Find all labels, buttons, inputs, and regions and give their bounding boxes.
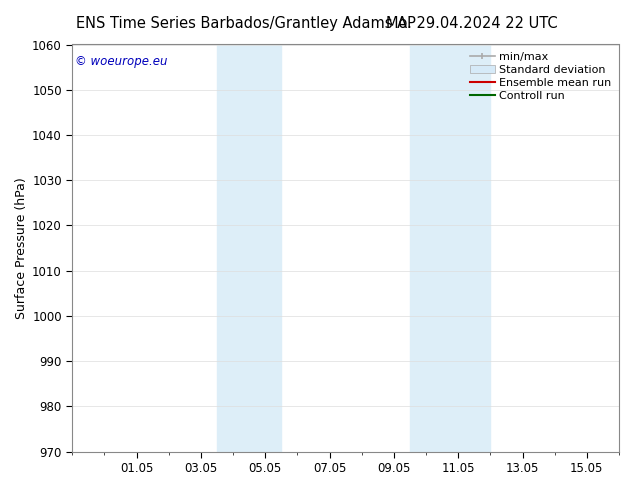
Text: ENS Time Series Barbados/Grantley Adams AP: ENS Time Series Barbados/Grantley Adams … [76,16,416,31]
Bar [410,45,490,452]
Y-axis label: Surface Pressure (hPa): Surface Pressure (hPa) [15,177,28,319]
Text: © woeurope.eu: © woeurope.eu [75,55,167,68]
Text: Mo. 29.04.2024 22 UTC: Mo. 29.04.2024 22 UTC [386,16,558,31]
Legend: min/max, Standard deviation, Ensemble mean run, Controll run: min/max, Standard deviation, Ensemble me… [468,50,614,103]
Bar [217,45,281,452]
